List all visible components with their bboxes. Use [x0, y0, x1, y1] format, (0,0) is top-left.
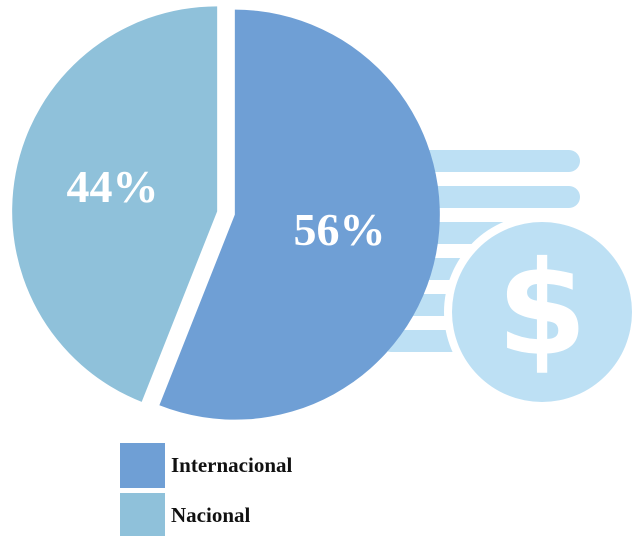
pie-slice: [12, 6, 218, 402]
coins-decoration: $: [380, 150, 632, 410]
value-label: 44%: [66, 161, 158, 212]
svg-text:$: $: [497, 233, 587, 385]
pie: 56% 44%: [12, 6, 440, 420]
legend-label: Nacional: [171, 503, 251, 527]
legend: Internacional Nacional: [120, 443, 293, 536]
legend-swatch: [120, 493, 165, 536]
value-label: 56%: [294, 204, 386, 255]
legend-swatch: [120, 443, 165, 488]
legend-label: Internacional: [171, 453, 293, 477]
pie-slice: [159, 9, 440, 420]
